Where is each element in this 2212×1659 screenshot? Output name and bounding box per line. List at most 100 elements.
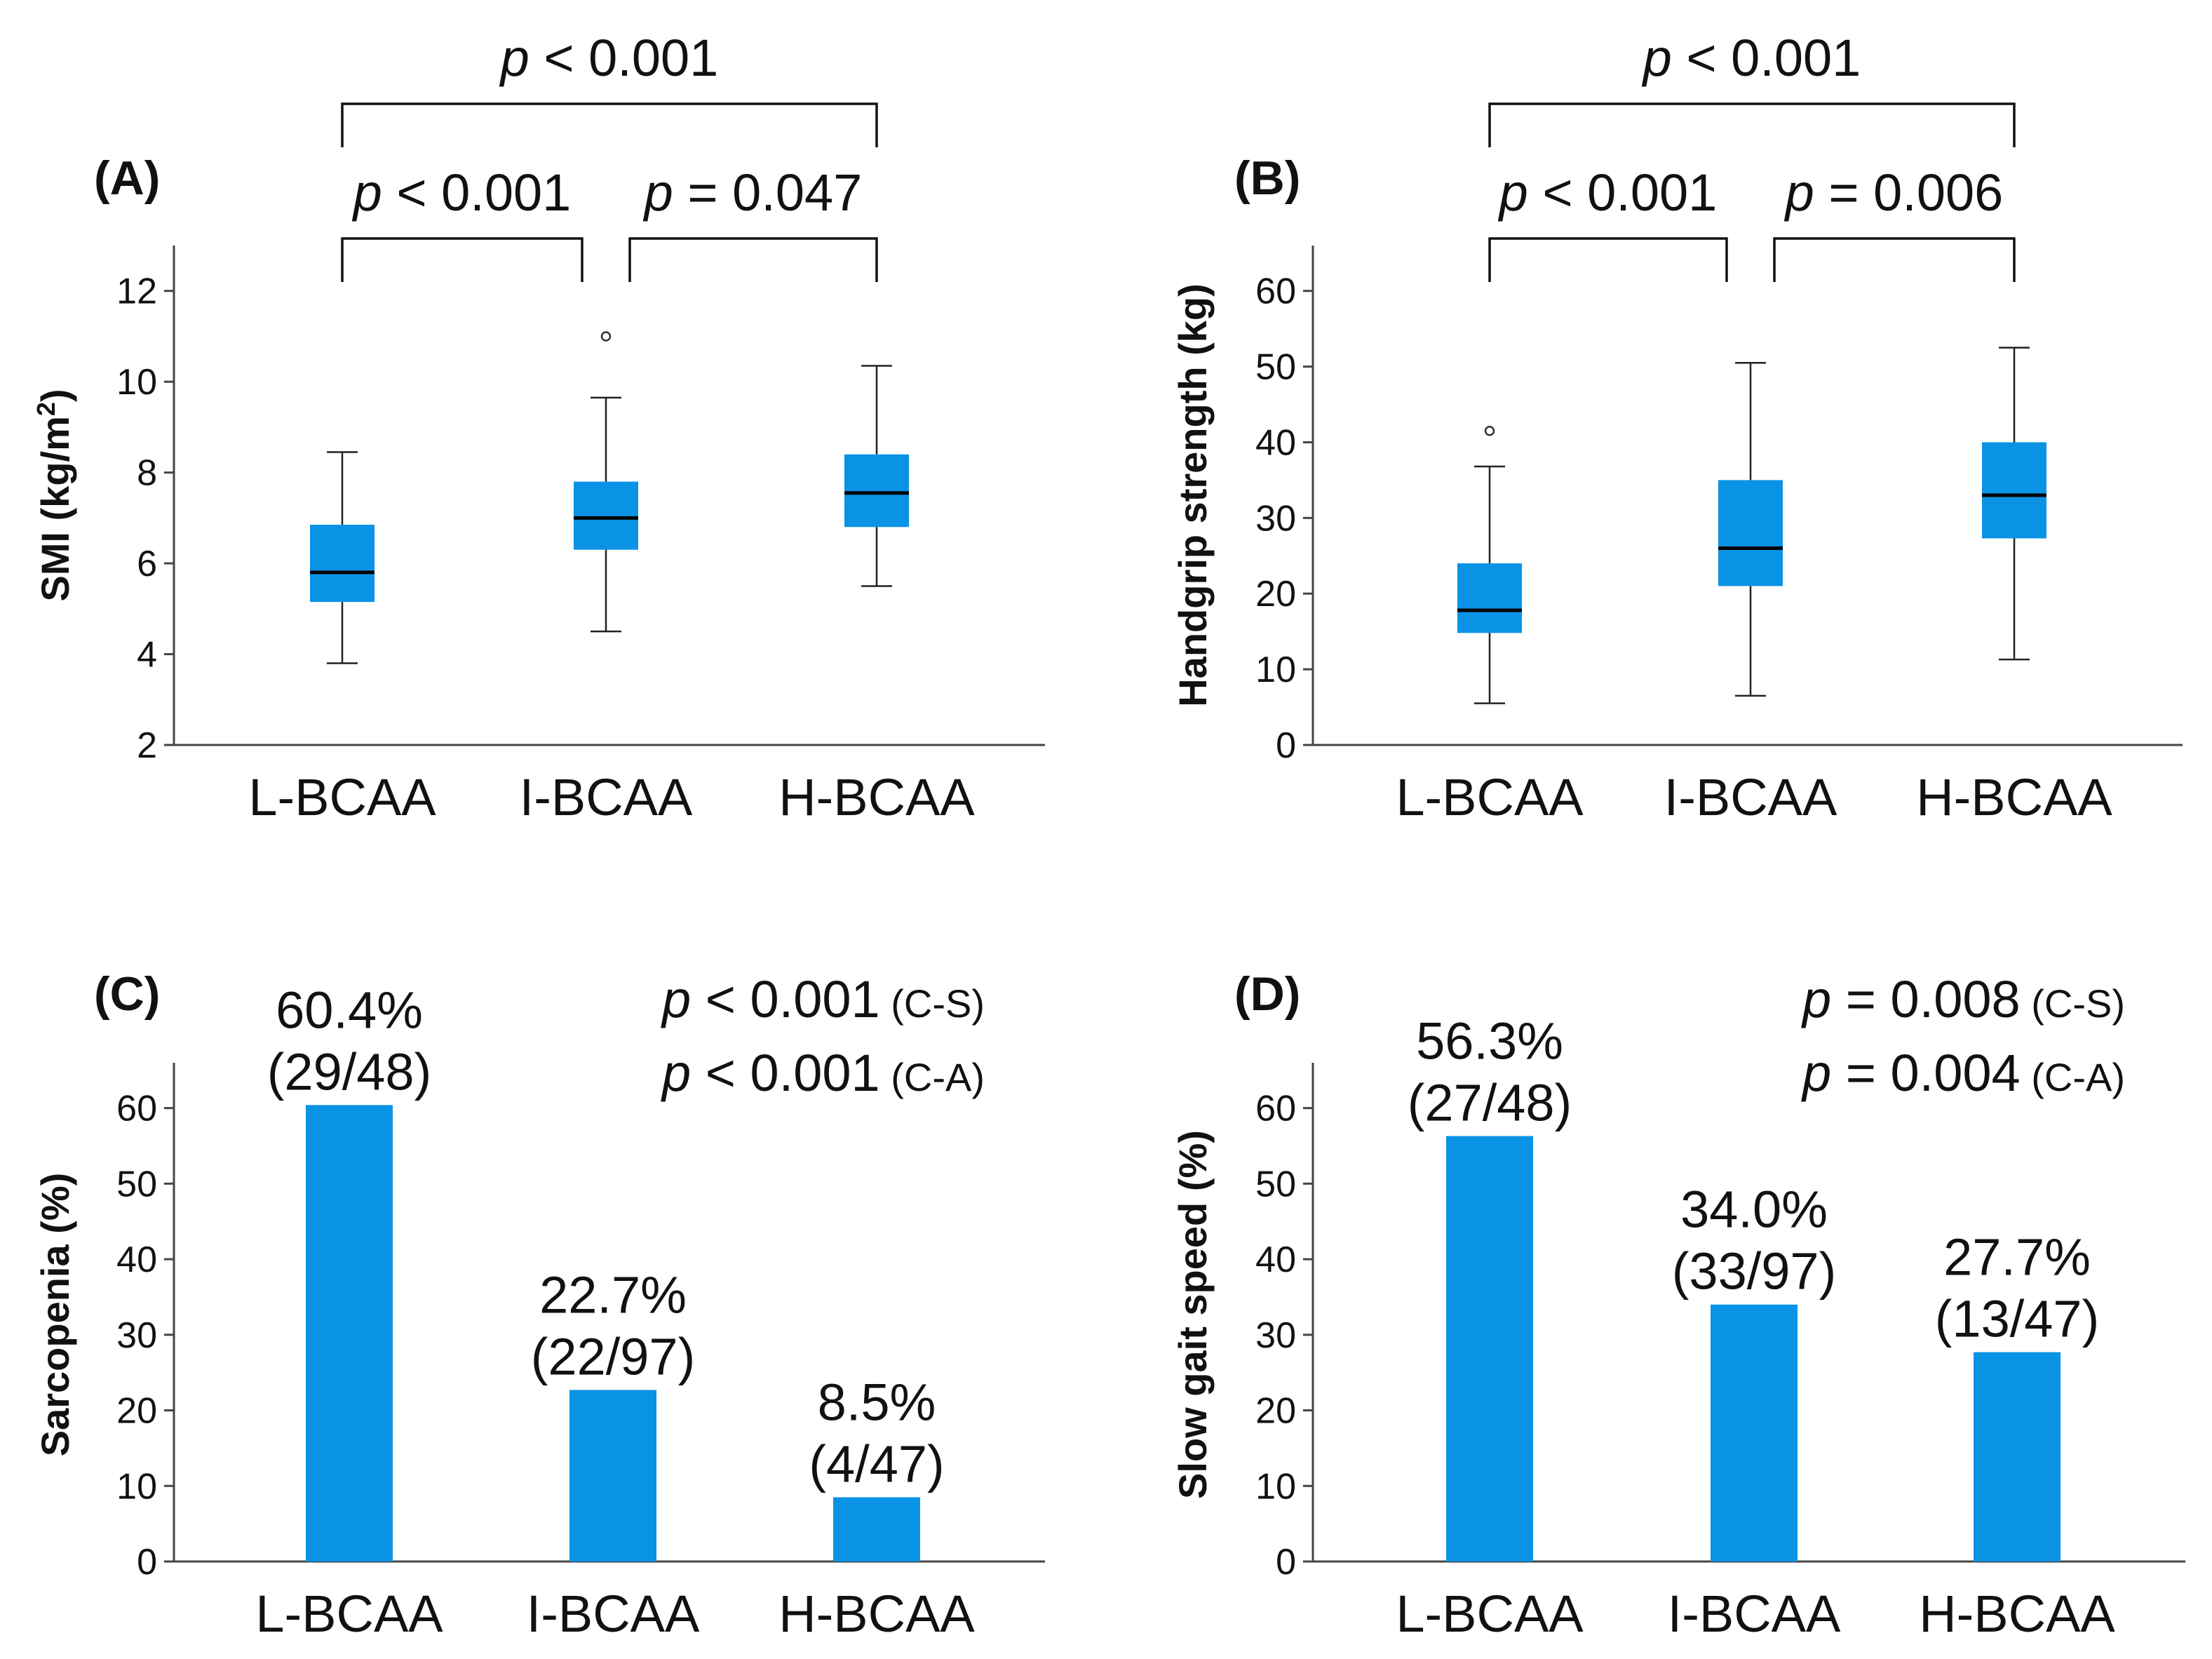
p-symbol: p (643, 163, 673, 222)
p-symbol: p (1801, 1044, 1831, 1102)
panel-label: (A) (94, 152, 160, 205)
bar (833, 1497, 920, 1561)
panel-label: (B) (1234, 152, 1300, 205)
bar-group-i-bcaa: 34.0%(33/97) (1672, 1181, 1836, 1561)
bar (1974, 1352, 2061, 1561)
y-tick-label: 20 (1255, 1391, 1296, 1432)
p-symbol: p (1801, 970, 1831, 1028)
x-tick-label: I-BCAA (527, 1585, 700, 1643)
y-axis-label-superscript: 2 (32, 402, 60, 416)
box-h-bcaa (844, 365, 909, 587)
box-i-bcaa (1718, 361, 1783, 697)
y-tick-label: 40 (116, 1240, 157, 1280)
y-tick-label: 10 (1255, 1466, 1296, 1507)
y-axis-label: Handgrip strength (kg) (1171, 283, 1215, 707)
significance-bracket: p < 0.001 (1488, 163, 1728, 282)
x-tick-label: I-BCAA (1668, 1585, 1841, 1643)
bar-value-label: 22.7% (539, 1265, 687, 1324)
p-value: < 0.001 (1528, 163, 1718, 222)
p-value: < 0.001 (691, 970, 880, 1028)
bracket-line (341, 237, 584, 282)
y-tick-label: 50 (1255, 1164, 1296, 1204)
bar-group-h-bcaa: 8.5%(4/47) (809, 1373, 945, 1561)
test-name: (C-A) (2021, 1055, 2125, 1099)
bar-count-label: (4/47) (809, 1435, 944, 1493)
x-tick-label: I-BCAA (520, 768, 693, 826)
p-value: = 0.047 (673, 163, 863, 222)
bar (569, 1390, 656, 1561)
bar-value-label: 27.7% (1943, 1228, 2091, 1287)
significance-bracket: p < 0.001 (341, 29, 878, 147)
bracket-line (628, 237, 878, 282)
box-i-bcaa (574, 331, 638, 633)
y-axis-label: SMI (kg/m2) (32, 389, 78, 601)
bar-group-i-bcaa: 22.7%(22/97) (531, 1265, 695, 1561)
outlier-point (1484, 426, 1495, 436)
y-tick-label: 30 (1255, 498, 1296, 539)
p-value-label: p < 0.001 (499, 29, 719, 87)
y-tick-label: 40 (1255, 422, 1296, 463)
y-tick-label: 6 (137, 544, 157, 584)
p-value-label: p = 0.006 (1784, 163, 2004, 222)
x-tick-label: H-BCAA (1919, 1585, 2115, 1643)
y-axis-label: Sarcopenia (%) (33, 1173, 77, 1457)
p-value: = 0.008 (1831, 970, 2021, 1028)
bracket-line (1488, 102, 2016, 147)
test-name: (C-S) (2021, 981, 2125, 1026)
test-name: (C-S) (880, 981, 985, 1026)
panel-label: (C) (94, 967, 160, 1021)
iqr-box (1718, 480, 1783, 586)
bar (306, 1105, 393, 1561)
y-tick-label: 2 (137, 725, 157, 766)
x-tick-label: L-BCAA (248, 768, 436, 826)
y-tick-label: 12 (116, 271, 157, 312)
p-symbol: p (1498, 163, 1528, 222)
y-tick-label: 0 (1276, 1542, 1296, 1583)
p-symbol: p (1642, 29, 1672, 87)
bar-group-h-bcaa: 27.7%(13/47) (1935, 1228, 2099, 1561)
p-value: < 0.001 (530, 29, 719, 87)
bracket-line (1488, 237, 1728, 282)
y-tick-label: 60 (116, 1089, 157, 1129)
p-symbol: p (352, 163, 382, 222)
bar-value-label: 34.0% (1680, 1181, 1828, 1239)
y-axis-label-tail: ) (33, 389, 77, 402)
p-symbol: p (499, 29, 530, 87)
y-tick-label: 10 (1255, 650, 1296, 690)
outlier-point (600, 331, 612, 342)
bracket-line (1773, 237, 2016, 282)
panel-b: 0 10 20 30 40 50 60 L-BCAA I-BCAA H-BCAA Handgrip … (1171, 29, 2183, 826)
x-tick-label: L-BCAA (1396, 1585, 1584, 1643)
iqr-box (574, 481, 638, 550)
bar-value-label: 56.3% (1416, 1012, 1563, 1070)
p-value-test-label: p = 0.004 (C-A) (1801, 1044, 2125, 1102)
p-value-label: p < 0.001 (352, 163, 572, 222)
y-tick-label: 0 (137, 1542, 157, 1583)
box-l-bcaa (1457, 426, 1522, 704)
significance-bracket: p = 0.006 (1773, 163, 2016, 282)
bar-count-label: (22/97) (531, 1327, 695, 1385)
bar (1711, 1304, 1798, 1561)
bar-count-label: (29/48) (267, 1042, 431, 1101)
p-symbol: p (1784, 163, 1814, 222)
test-name: (C-A) (880, 1055, 985, 1099)
panel-c: 0 10 20 30 40 50 60 L-BCAA I-BCAA H-BCAA Sarcopeni… (33, 967, 1045, 1643)
x-tick-label: H-BCAA (1916, 768, 2112, 826)
panel-d: 0 10 20 30 40 50 60 L-BCAA I-BCAA H-BCAA Slow gait… (1171, 967, 2185, 1643)
bar-count-label: (13/47) (1935, 1290, 2099, 1348)
bar-value-label: 8.5% (818, 1373, 936, 1431)
x-tick-label: H-BCAA (778, 1585, 975, 1643)
y-tick-label: 60 (1255, 1089, 1296, 1129)
p-value: = 0.004 (1831, 1044, 2021, 1102)
y-tick-label: 30 (1255, 1315, 1296, 1356)
y-tick-label: 20 (116, 1391, 157, 1432)
panel-label: (D) (1234, 967, 1300, 1021)
y-tick-label: 60 (1255, 271, 1296, 312)
x-tick-label: L-BCAA (255, 1585, 443, 1643)
significance-bracket: p = 0.047 (628, 163, 878, 282)
y-tick-label: 50 (116, 1164, 157, 1204)
bar (1446, 1136, 1533, 1561)
y-tick-label: 30 (116, 1315, 157, 1356)
p-value: < 0.001 (1672, 29, 1861, 87)
